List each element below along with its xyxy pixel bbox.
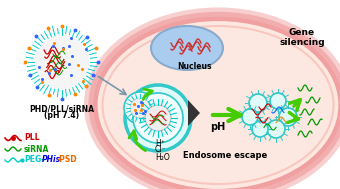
- Text: Cl⁻: Cl⁻: [155, 146, 167, 154]
- Circle shape: [133, 93, 183, 143]
- Text: (pH 7.4): (pH 7.4): [45, 111, 80, 120]
- Text: PHis: PHis: [42, 156, 61, 164]
- Circle shape: [145, 105, 171, 131]
- Text: -PSD: -PSD: [57, 156, 78, 164]
- Circle shape: [267, 120, 285, 138]
- Circle shape: [252, 121, 268, 137]
- Ellipse shape: [151, 26, 223, 70]
- Text: pH: pH: [210, 122, 226, 132]
- Circle shape: [270, 93, 286, 109]
- Text: H⁺: H⁺: [155, 139, 165, 147]
- Circle shape: [125, 85, 191, 151]
- Polygon shape: [188, 100, 200, 126]
- Ellipse shape: [96, 19, 340, 189]
- Text: PHD/PLL/siRNA: PHD/PLL/siRNA: [30, 104, 95, 113]
- Text: Gene
silencing: Gene silencing: [279, 28, 325, 47]
- Circle shape: [35, 35, 89, 89]
- Text: Nucleus: Nucleus: [178, 62, 212, 71]
- Circle shape: [124, 92, 156, 124]
- Text: Endosome escape: Endosome escape: [183, 150, 267, 160]
- Text: H₂O: H₂O: [155, 153, 170, 161]
- Ellipse shape: [96, 19, 340, 189]
- Text: PLL: PLL: [24, 133, 39, 143]
- Circle shape: [242, 109, 258, 125]
- Text: PEG-: PEG-: [24, 156, 45, 164]
- Text: siRNA: siRNA: [24, 145, 49, 153]
- Circle shape: [279, 108, 297, 126]
- Circle shape: [130, 98, 150, 118]
- Circle shape: [249, 94, 267, 112]
